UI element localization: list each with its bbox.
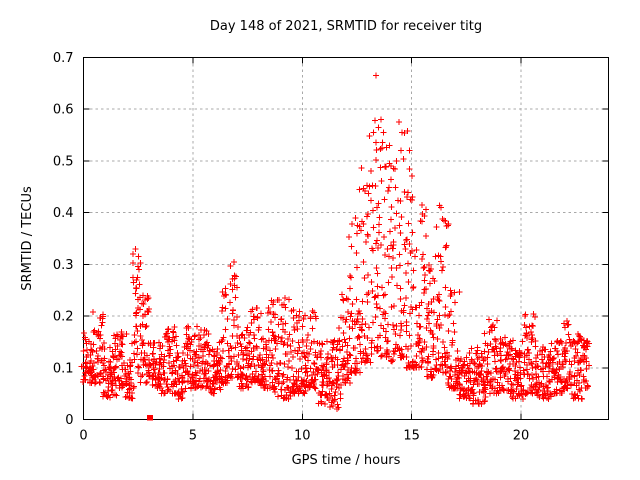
y-axis-label: SRMTID / TECUs <box>20 186 35 291</box>
x-tick-label: 10 <box>294 429 311 444</box>
y-tick-label: 0.1 <box>53 361 74 376</box>
x-tick-label: 15 <box>403 429 420 444</box>
y-tick-label: 0.2 <box>53 310 74 325</box>
chart-title: Day 148 of 2021, SRMTID for receiver tit… <box>210 19 482 34</box>
y-tick-label: 0.7 <box>53 51 74 66</box>
tick-labels: 0 5 10 15 20 0 0.1 0.2 0.3 0.4 0.5 0.6 0.7 <box>53 51 529 444</box>
data-points-layer <box>78 72 593 421</box>
x-tick-label: 20 <box>513 429 530 444</box>
y-tick-label: 0.4 <box>53 206 74 221</box>
x-tick-label: 0 <box>79 429 87 444</box>
y-tick-label: 0 <box>65 413 73 428</box>
tick-marks <box>83 57 609 420</box>
x-axis-label: GPS time / hours <box>292 453 401 468</box>
y-tick-label: 0.5 <box>53 154 74 169</box>
y-tick-label: 0.6 <box>53 103 74 118</box>
zero-value-square-marker <box>147 414 154 421</box>
y-tick-label: 0.3 <box>53 258 74 273</box>
x-tick-label: 5 <box>189 429 197 444</box>
plot-frame <box>83 57 609 420</box>
